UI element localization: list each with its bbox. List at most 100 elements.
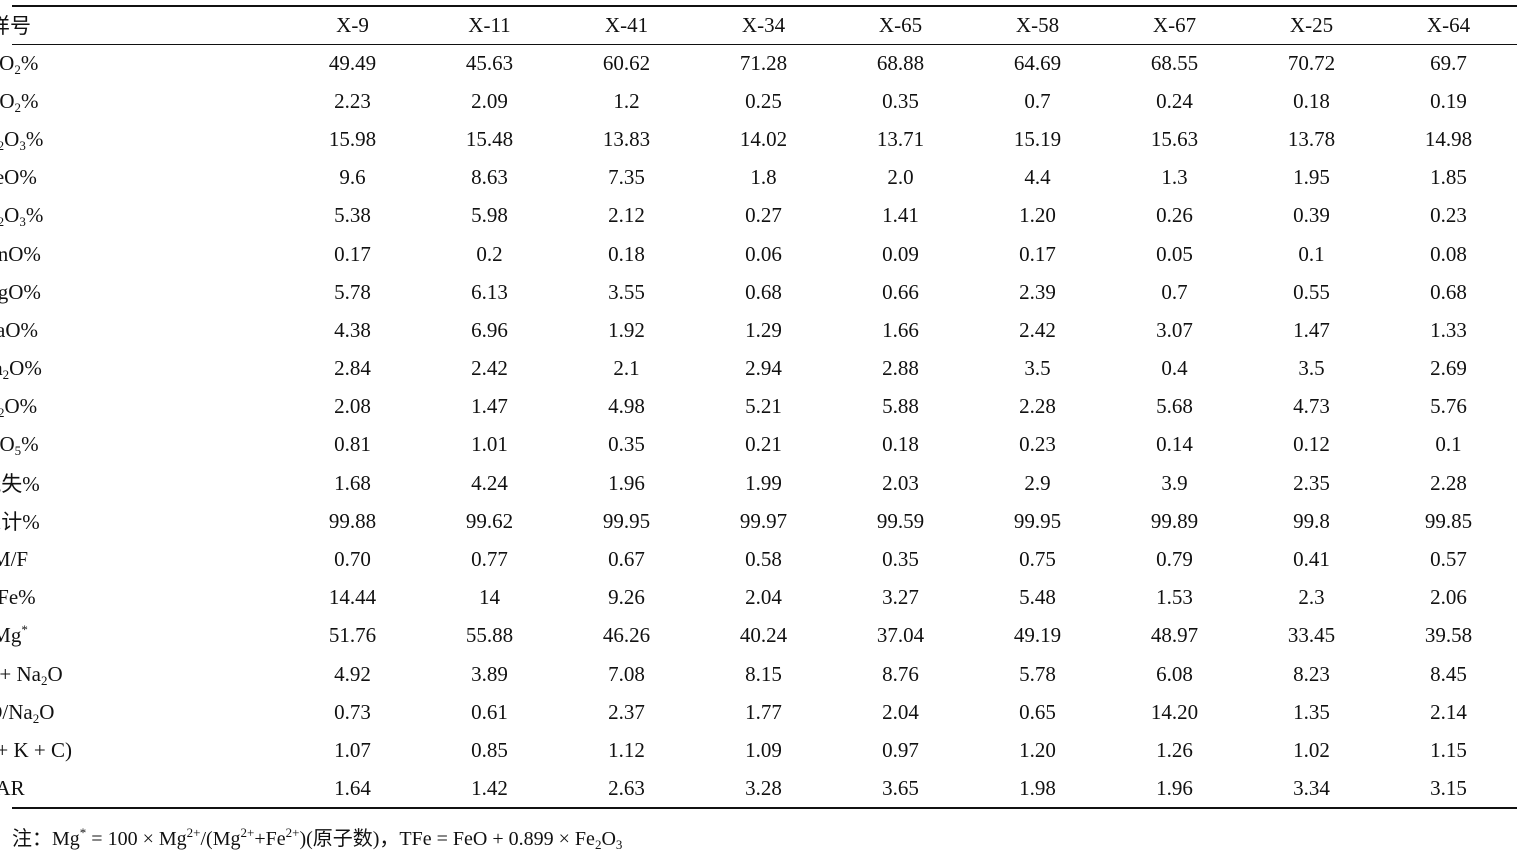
superscript-text: 2+ — [240, 825, 255, 840]
table-row: Mg* 51.76 55.88 46.26 40.24 37.04 49.19 48.97 33… — [0, 617, 1517, 655]
table-row: K2O% 2.08 1.47 4.98 5.21 5.88 2.28 5.68 4.73 5.76 — [0, 388, 1517, 426]
table-row: CaO% 4.38 6.96 1.92 1.29 1.66 2.42 3.07 1.47 1.33 — [0, 311, 1517, 349]
text-segment: MgO% — [0, 279, 41, 304]
table-cell: 0.58 — [745, 547, 782, 572]
text-segment: 烧失% — [0, 472, 40, 497]
table-cell: 1.64 — [284, 769, 421, 809]
table-cell: 33.45 — [1287, 623, 1336, 648]
table-cell: 9.26 — [608, 585, 645, 610]
text-segment: O — [4, 126, 20, 151]
header-sample-x-64: X-64 — [1380, 5, 1517, 45]
header-sample-x-67: X-67 — [1106, 5, 1243, 45]
table-cell: 2.14 — [1430, 699, 1467, 724]
table-cell: 3.34 — [1243, 769, 1380, 809]
table-row: FeO% 9.6 8.63 7.35 1.8 2.0 4.4 1.3 1.95 1.85 — [0, 159, 1517, 197]
table-cell: 15.98 — [328, 126, 377, 151]
text-segment: Na — [0, 356, 3, 380]
text-segment: Mg — [0, 623, 22, 648]
table-cell: 2.1 — [613, 356, 640, 381]
table-cell: 3.55 — [608, 279, 645, 304]
subscript-text: 2 — [32, 710, 40, 726]
table-row: Al2O3% 15.98 15.48 13.83 14.02 13.71 15.19 15.6… — [0, 120, 1517, 158]
text-segment: O — [0, 432, 15, 457]
table-body: SiO2%49.4945.6360.6271.2868.8864.6968.55… — [0, 44, 1517, 809]
row-label-text: SiO2% — [0, 51, 146, 76]
text-segment: MnO% — [0, 241, 41, 266]
table-row: MnO% 0.17 0.2 0.18 0.06 0.09 0.17 0.05 0.1 0.08 — [0, 235, 1517, 273]
table-cell: 1.02 — [1293, 737, 1330, 762]
table-cell: 2.42 — [471, 356, 508, 381]
row-label-text: TFe% — [0, 585, 146, 610]
table-cell: 2.23 — [334, 88, 371, 113]
row-label-text: Al2O3% — [0, 127, 146, 152]
table-cell: 2.94 — [745, 356, 782, 381]
text-segment: O% — [9, 356, 42, 381]
table-row: TFe% 14.44 14 9.26 2.04 3.27 5.48 1.53 2.3 2.06 — [0, 579, 1517, 617]
table-cell: 0.18 — [1293, 88, 1330, 113]
table-cell: 2.42 — [1019, 317, 1056, 342]
table-row: Fe2O3% 5.38 5.98 2.12 0.27 1.41 1.20 0.26 0.39 0.… — [0, 197, 1517, 235]
table-cell: 0.35 — [882, 547, 919, 572]
row-label-text: 烧失% — [0, 468, 146, 498]
text-segment: )(原子数)，TFe = FeO + 0.899 × Fe — [299, 828, 595, 850]
table-cell: 99.62 — [465, 508, 514, 533]
table-cell: 0.97 — [882, 737, 919, 762]
table-cell: 0.77 — [471, 547, 508, 572]
text-segment: O — [47, 661, 63, 686]
table-cell: 1.3 — [1161, 165, 1188, 190]
table-cell: 2.04 — [745, 585, 782, 610]
table-row: TiO2% 2.23 2.09 1.2 0.25 0.35 0.7 0.24 0.18 0.19 — [0, 82, 1517, 120]
table-cell: 0.1 — [1435, 432, 1462, 457]
table-cell: 8.76 — [882, 661, 919, 686]
table-cell: 45.63 — [465, 50, 514, 75]
table-cell: 3.28 — [695, 769, 832, 809]
table-cell: 0.12 — [1293, 432, 1330, 457]
table-cell: 1.99 — [745, 470, 782, 495]
text-segment: O + Na — [0, 661, 41, 686]
subscript-text: 2 — [0, 214, 5, 230]
subscript-text: 5 — [14, 443, 22, 459]
row-label: 总计% — [0, 502, 284, 540]
header-sample-label: 样号 — [0, 5, 284, 45]
table-cell: 2.84 — [334, 356, 371, 381]
table-cell: 1.66 — [882, 317, 919, 342]
table-cell: 8.45 — [1430, 661, 1467, 686]
table-cell: 40.24 — [739, 623, 788, 648]
table-cell: 1.85 — [1430, 165, 1467, 190]
table-cell: 5.78 — [334, 279, 371, 304]
table-cell: 0.68 — [745, 279, 782, 304]
table-cell: 99.95 — [602, 508, 651, 533]
table-row: MgO% 5.78 6.13 3.55 0.68 0.66 2.39 0.7 0.55 0.68 — [0, 273, 1517, 311]
table-cell: 4.98 — [608, 394, 645, 419]
table-cell: 1.53 — [1156, 585, 1193, 610]
text-segment: O/Na — [0, 699, 33, 724]
table-cell: 7.35 — [608, 165, 645, 190]
subscript-text: 2 — [594, 837, 602, 852]
row-label-text: Mg* — [0, 623, 146, 648]
table-row: K2O/Na2O 0.73 0.61 2.37 1.77 2.04 0.65 14.20 1.3… — [0, 693, 1517, 731]
row-label-text: 总计% — [0, 506, 146, 536]
row-label: MnO% — [0, 235, 284, 273]
table-row: 总计% 99.88 99.62 99.95 99.97 99.59 99.95 99.89 99… — [0, 502, 1517, 540]
table-cell: 6.08 — [1156, 661, 1193, 686]
table-cell: 0.09 — [882, 241, 919, 266]
text-segment: = 100 × Mg — [86, 828, 187, 850]
table-cell: 1.26 — [1156, 737, 1193, 762]
table-cell: 14.98 — [1424, 126, 1473, 151]
table-row: Na2O% 2.84 2.42 2.1 2.94 2.88 3.5 0.4 3.5 2.69 — [0, 350, 1517, 388]
row-label-text: FeO% — [0, 165, 146, 190]
table-cell: 49.49 — [328, 50, 377, 75]
table-cell: 0.85 — [471, 737, 508, 762]
table-cell: 6.13 — [471, 279, 508, 304]
table-cell: 3.89 — [471, 661, 508, 686]
table-cell: 4.4 — [1024, 165, 1051, 190]
table-cell: 0.17 — [1019, 241, 1056, 266]
table-cell: 99.89 — [1150, 508, 1199, 533]
row-label: K2O% — [0, 388, 284, 426]
table-cell: 13.71 — [876, 126, 925, 151]
table-cell: 3.9 — [1161, 470, 1188, 495]
table-row: SiO2% 49.49 45.63 60.62 71.28 68.88 64.69 68.55… — [0, 44, 1517, 82]
row-label: M/F — [0, 540, 284, 578]
table-cell: 5.78 — [1019, 661, 1056, 686]
table-cell: 0.65 — [1019, 699, 1056, 724]
